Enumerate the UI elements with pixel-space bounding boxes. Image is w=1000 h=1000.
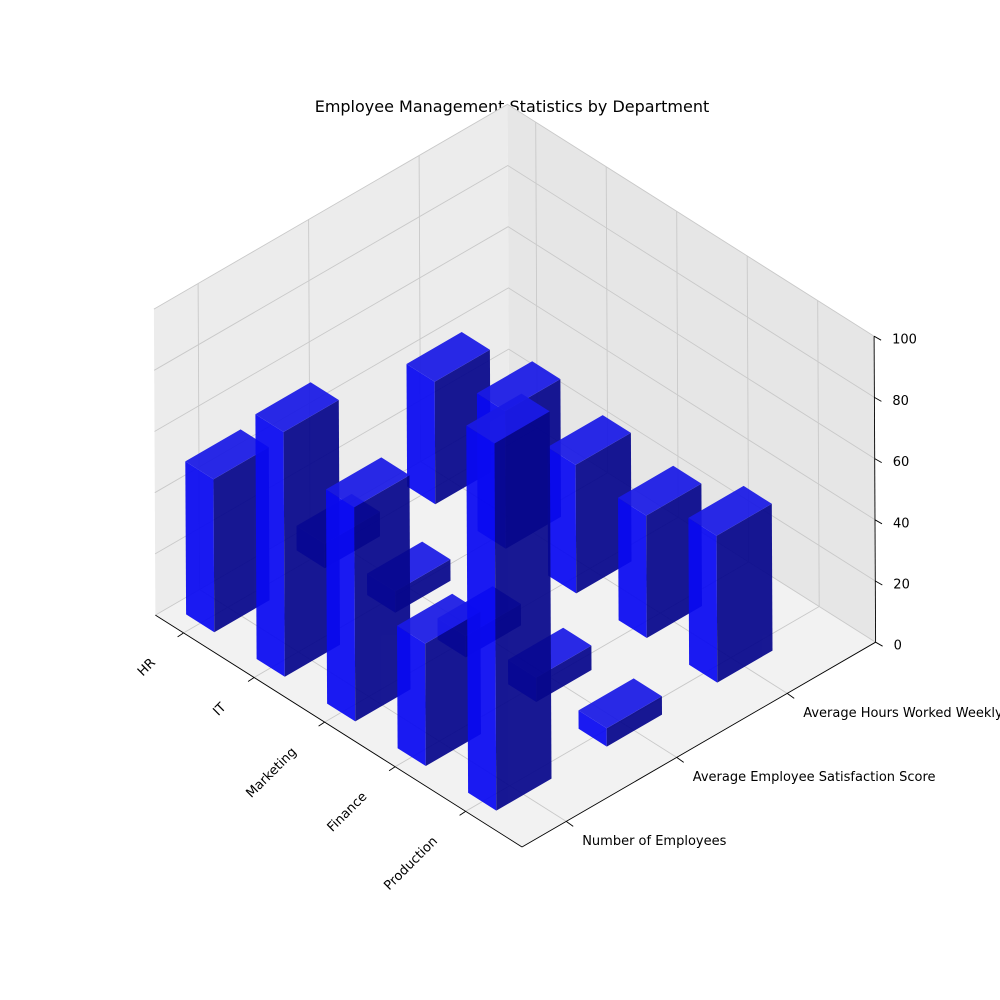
x-tick-label: IT [210,700,229,719]
axis-lines [155,335,883,848]
z-tick [874,519,883,525]
x-tick [459,810,466,816]
bar-face [406,332,490,382]
y-tick-label: Average Hours Worked Weekly [803,706,1000,721]
bar-face [397,593,481,644]
bar-face [606,696,662,747]
z-tick-label: 40 [893,516,910,531]
bar-face [326,457,410,508]
bar-face [646,483,702,638]
bar-face [688,485,772,536]
z-tick-label: 60 [893,455,910,470]
x-tick [177,632,184,638]
z-gridline [154,226,875,459]
bar-face [466,393,550,444]
bar-face [255,382,339,432]
y-axis-line [521,641,876,848]
bar-face [466,425,497,811]
bar-face [547,447,577,594]
right-wall-pane [507,104,876,643]
bar-production-1 [578,678,662,747]
x-tick-label: Production [381,834,441,894]
bar-production-0 [466,393,552,811]
bar-face [688,517,718,683]
bar-face [213,447,270,633]
y-tick-label: Average Employee Satisfaction Score [693,770,936,785]
bar-face [255,414,285,677]
y-tick [676,757,684,763]
y-tick [565,821,574,827]
bar-finance-0 [397,593,481,766]
x-tick [318,721,325,727]
y-tick [786,693,795,699]
bar-face [354,475,411,722]
z-tick [873,335,882,341]
z-tick [875,641,883,647]
bar-face [185,461,215,633]
x-tick-label: HR [135,656,159,680]
bar-marketing-2 [547,415,632,594]
x-axis-line [155,614,523,848]
bar-face [406,364,436,505]
bar-marketing-0 [326,457,411,722]
z-tick [874,458,882,463]
z-tick [874,397,882,402]
bar-face [618,465,702,516]
z-tick-label: 100 [892,333,917,348]
bar-face [326,489,356,722]
bar-face [283,400,340,677]
bar-face [578,710,607,747]
z-axis-line [873,336,877,643]
bar-face [476,361,561,412]
bar-face [618,497,647,638]
z-gridline [153,103,875,337]
bar-face [578,678,662,729]
chart-title: Employee Management Statistics by Depart… [315,97,710,116]
z-tick-label: 20 [893,578,910,593]
x-tick [247,677,255,682]
z-tick-label: 80 [892,394,909,409]
bars [185,332,773,811]
x-tick-label: Finance [325,789,371,835]
bar-it-0 [255,382,340,677]
category-gridline [465,300,820,812]
z-gridline [153,164,875,398]
z-tick [875,580,883,586]
bar-hr-0 [185,429,270,633]
bar-face [575,432,632,594]
bar-face [397,625,426,766]
bar-face [494,411,552,811]
x-tick [388,766,396,772]
z-tick-label: 0 [894,639,902,654]
bar-finance-2 [618,465,702,638]
y-tick-label: Number of Employees [582,834,726,849]
bar-face [425,611,481,766]
bar-face [716,503,773,683]
bar-face [547,415,631,465]
x-tick-label: Marketing [243,745,299,801]
bar-face [185,429,269,480]
bar-production-2 [688,485,773,683]
